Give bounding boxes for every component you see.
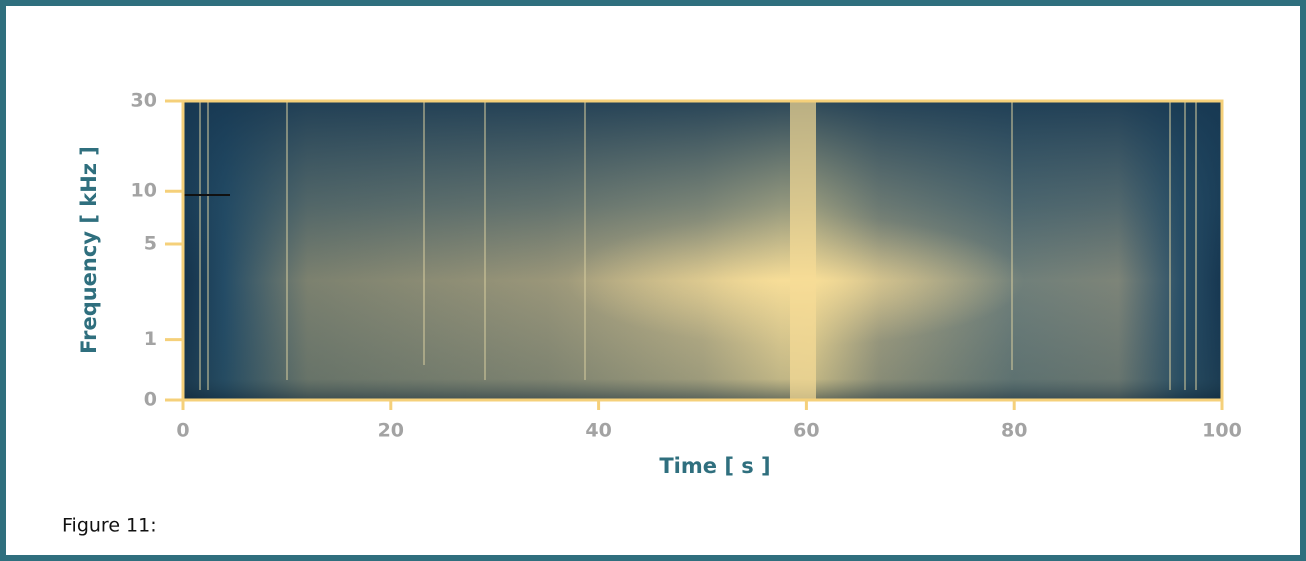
- x-tick-label: 0: [176, 420, 189, 442]
- x-axis-title: Time [ s ]: [659, 454, 770, 478]
- plot-border: [181, 99, 1224, 402]
- x-tick-label: 100: [1202, 420, 1242, 442]
- y-tick-label: 5: [144, 232, 157, 254]
- spectrogram: [183, 101, 1222, 400]
- x-tick-label: 60: [793, 420, 819, 442]
- y-tick-label: 1: [144, 328, 157, 350]
- x-tick-label: 20: [378, 420, 404, 442]
- y-axis-title: Frequency [ kHz ]: [77, 146, 101, 354]
- x-tick-label: 80: [1001, 420, 1027, 442]
- figure-caption: Figure 11:: [62, 515, 157, 537]
- y-tick-label: 0: [144, 389, 157, 411]
- y-tick-label: 30: [131, 90, 157, 112]
- x-tick-label: 40: [585, 420, 611, 442]
- y-tick-label: 10: [131, 180, 157, 202]
